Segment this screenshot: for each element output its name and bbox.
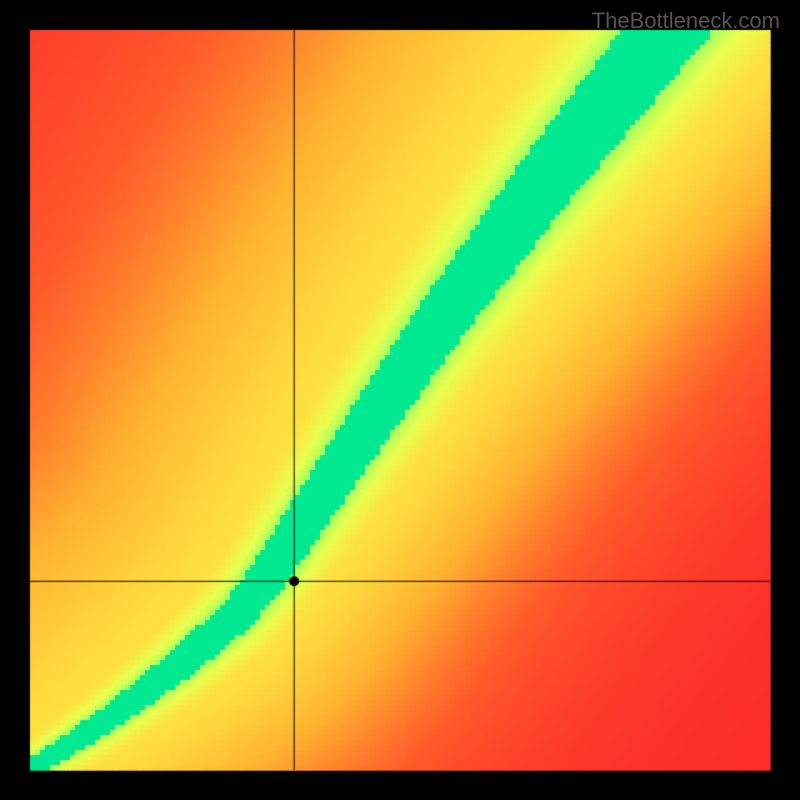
chart-container: TheBottleneck.com — [0, 0, 800, 800]
watermark-text: TheBottleneck.com — [592, 8, 780, 34]
bottleneck-heatmap — [0, 0, 800, 800]
